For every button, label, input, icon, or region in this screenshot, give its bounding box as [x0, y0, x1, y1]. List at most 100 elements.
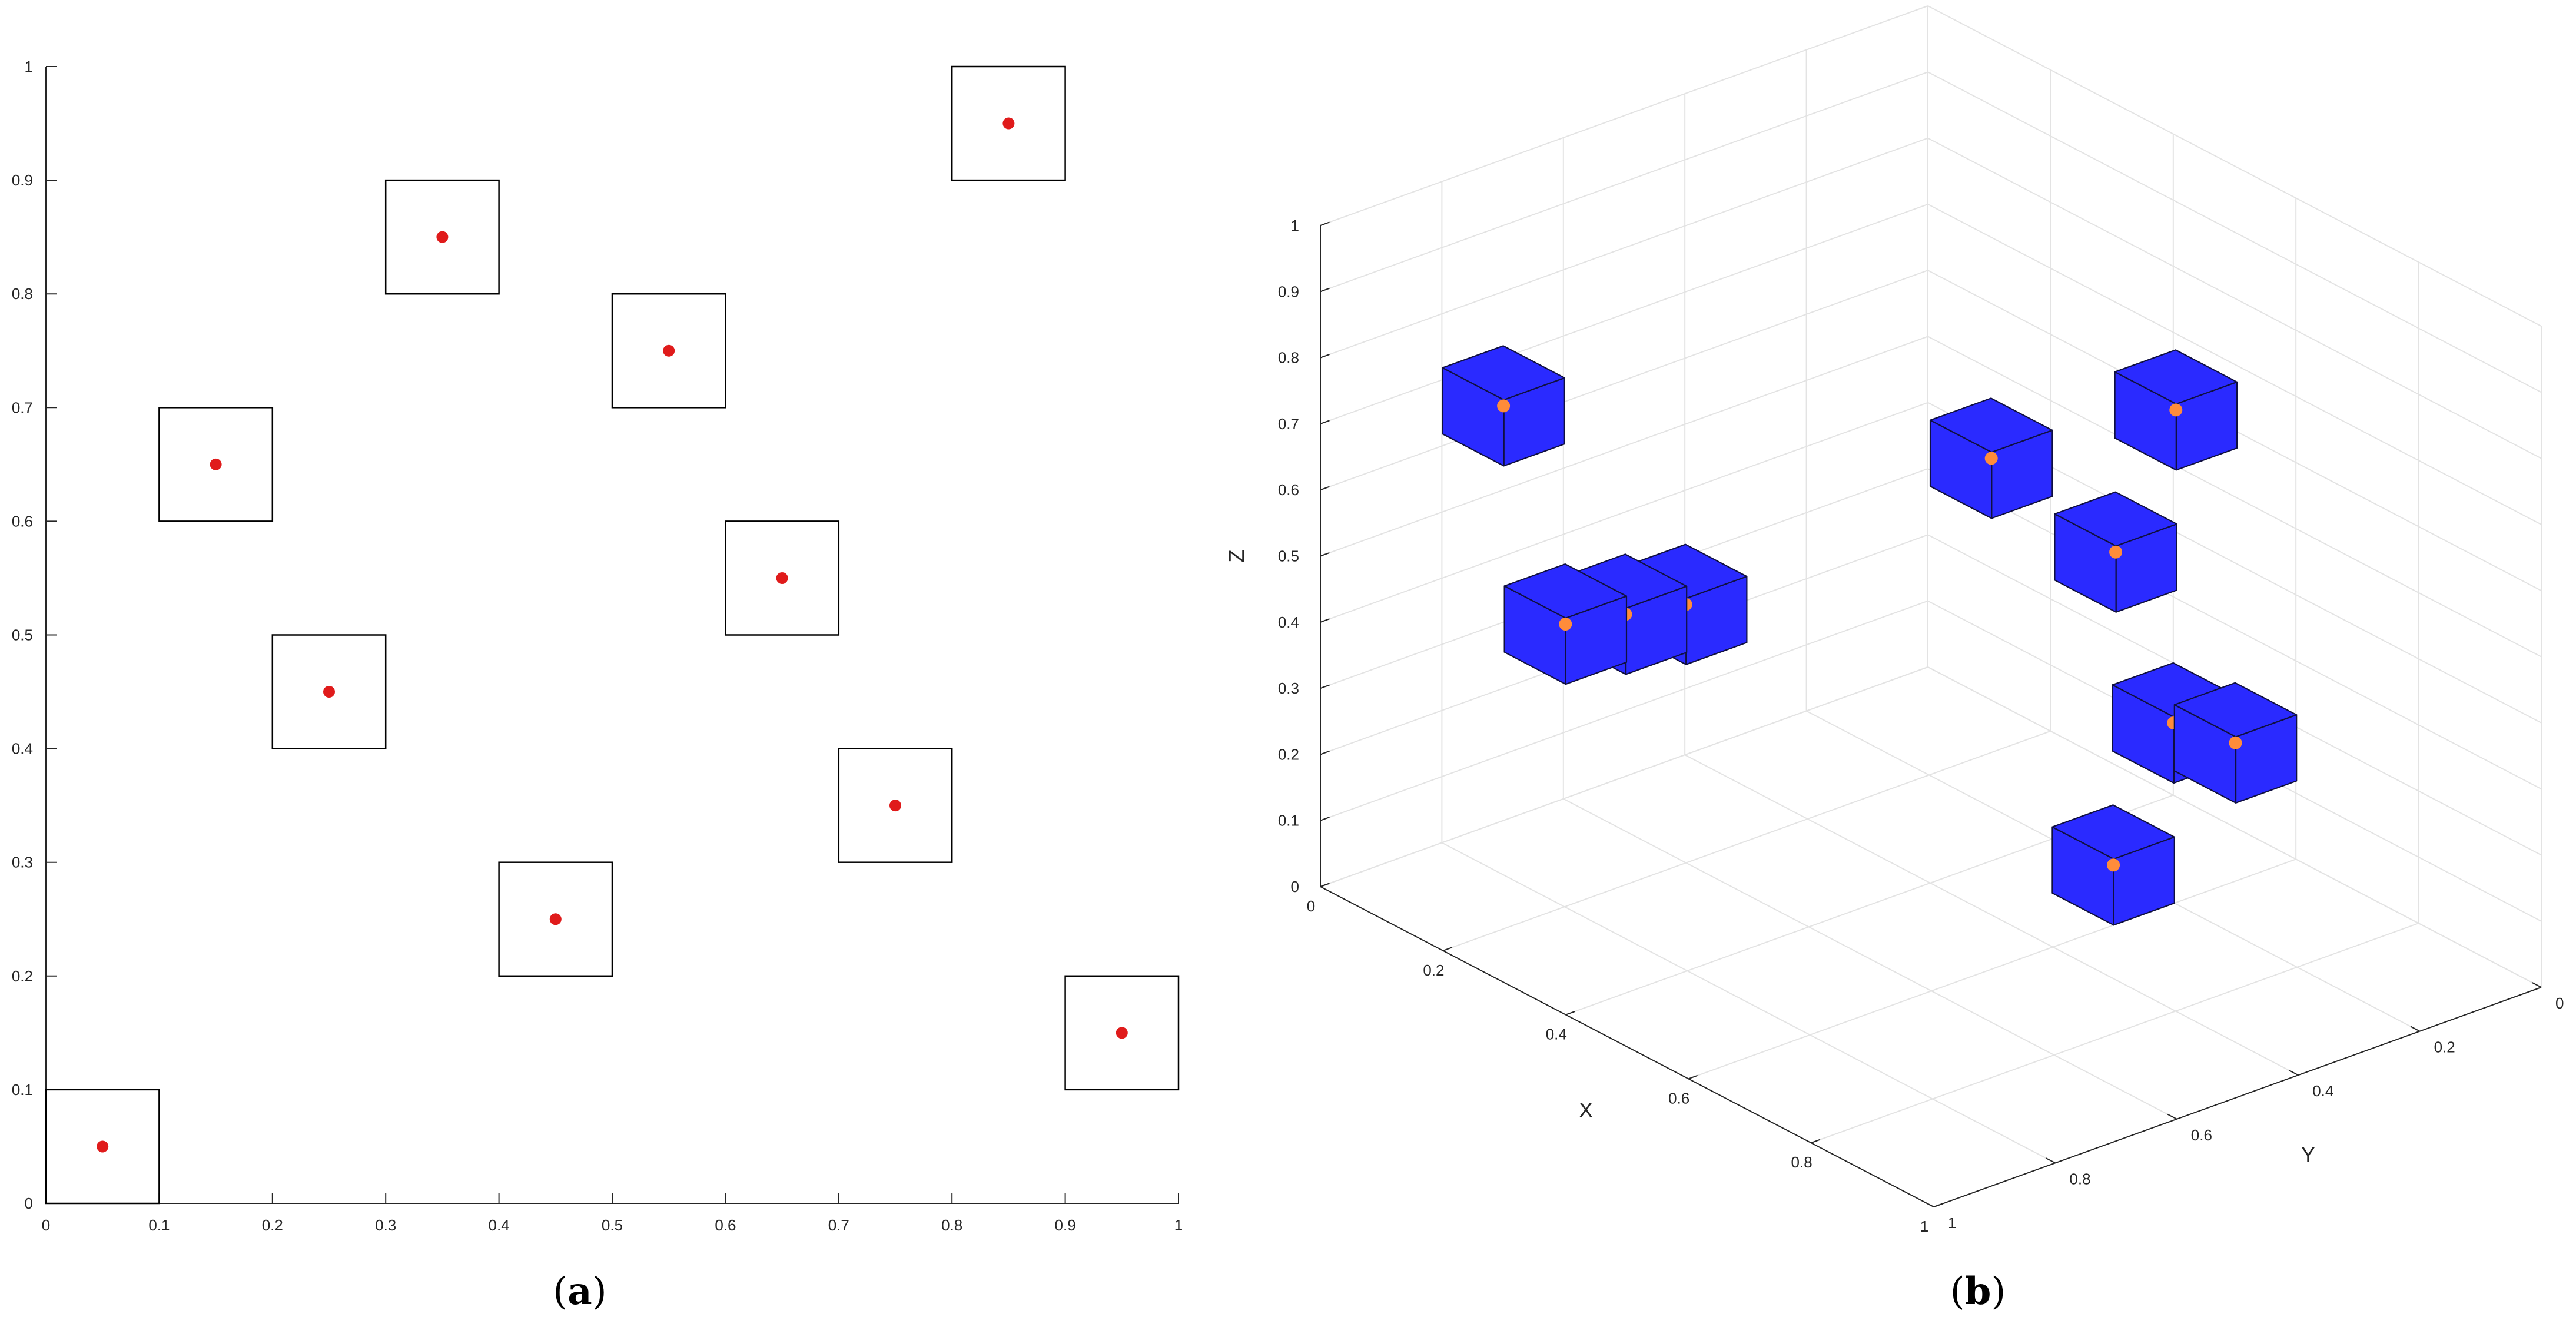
- x-axis-line: [1320, 886, 1934, 1207]
- panel-b-3d-scatter-plot: 0 0.2 0.4 0.6 0.8 1 0 0.2 0.4 0.6 0.8 1 0 0.1 0.2 0.3 0.…: [1224, 5, 2564, 1235]
- side-wall-grid-line: [1320, 402, 1928, 623]
- x-tick-label: 1: [1920, 1218, 1928, 1235]
- data-point: [1984, 452, 1998, 465]
- data-point: [2109, 545, 2123, 559]
- side-wall-grid-line: [1320, 71, 1928, 293]
- data-point: [323, 686, 335, 698]
- floor-grid-line: [1441, 842, 2056, 1164]
- data-cube: [2114, 349, 2238, 471]
- y-tick-label: 0.5: [12, 626, 33, 644]
- z-tick-label: 0.8: [1278, 349, 1299, 367]
- back-wall-grid-line: [1927, 71, 2542, 393]
- data-point: [210, 458, 222, 470]
- y-tick-label: 1: [1948, 1214, 1956, 1232]
- data-point: [549, 913, 562, 925]
- z-tick-label: 0.9: [1278, 283, 1299, 300]
- back-wall-grid-line: [1927, 468, 2542, 789]
- x-tick-label: 0.4: [1546, 1026, 1567, 1043]
- z-tick-label: 0.2: [1278, 745, 1299, 763]
- y-tick-label: 0.4: [12, 740, 33, 758]
- floor-grid-line: [1688, 858, 2296, 1080]
- floor-grid-line: [1320, 666, 1928, 887]
- z-tick-mark: [1320, 552, 1330, 557]
- z-tick-mark: [1320, 883, 1330, 887]
- data-point: [1559, 618, 1572, 631]
- cell-box: [838, 748, 953, 863]
- y-tick-label: 0.8: [12, 285, 33, 303]
- z-tick-label: 0.4: [1278, 613, 1299, 631]
- side-wall-grid-line: [1320, 336, 1928, 557]
- x-tick-label: 0.6: [715, 1216, 736, 1234]
- z-tick-mark: [1320, 287, 1330, 293]
- y-tick-mark: [2531, 981, 2542, 988]
- cell-box: [384, 179, 500, 295]
- x-tick-label: 0.2: [1423, 961, 1444, 979]
- x-tick-mark: [1811, 1139, 1821, 1144]
- x-tick-label: 0.6: [1668, 1089, 1689, 1107]
- z-tick-mark: [1320, 618, 1330, 623]
- cell-box: [45, 1089, 160, 1205]
- y-tick-label: 0.2: [12, 967, 33, 985]
- z-tick-label: 0.7: [1278, 415, 1299, 433]
- x-tick-label: 0.2: [262, 1216, 283, 1234]
- back-wall-grid-line: [1927, 336, 2542, 658]
- y-tick-label: 1: [25, 58, 33, 75]
- x-axis-label: X: [1579, 1098, 1593, 1122]
- z-tick-mark: [1320, 221, 1330, 226]
- data-point: [436, 231, 449, 243]
- data-cube: [1503, 563, 1628, 685]
- floor-grid-line: [1443, 730, 2051, 951]
- y-tick-label: 0.6: [2191, 1126, 2212, 1144]
- data-point: [2169, 403, 2183, 417]
- caption-a-letter: a: [567, 1269, 592, 1313]
- x-tick-label: 0.8: [1791, 1153, 1813, 1171]
- panel-a-scatter-plot: 0 0.1 0.2 0.3 0.4 0.5 0.6 0.7 0.8 0.9 1 0 0.1 0.2 0.3 0…: [12, 58, 1183, 1234]
- cell-box: [951, 65, 1066, 181]
- data-point: [1116, 1027, 1128, 1039]
- x-tick-mark: [1688, 1074, 1698, 1080]
- x-tick-label: 1: [1174, 1216, 1183, 1234]
- z-tick-mark: [1320, 486, 1330, 491]
- data-point: [1002, 117, 1015, 130]
- x-tick-label: 0.5: [602, 1216, 623, 1234]
- side-wall-grid-line: [1320, 203, 1928, 424]
- caption-b: (b): [1950, 1269, 2006, 1313]
- data-cube: [1929, 397, 2053, 519]
- cell-box: [158, 407, 274, 522]
- z-tick-mark: [1320, 817, 1330, 821]
- z-tick-label: 0.5: [1278, 548, 1299, 565]
- data-point: [889, 800, 901, 812]
- z-tick-label: 1: [1291, 217, 1299, 234]
- cell-box: [611, 293, 726, 409]
- data-cube: [2173, 682, 2298, 804]
- cell-box: [271, 634, 387, 749]
- z-tick-mark: [1320, 750, 1330, 755]
- data-point: [2229, 736, 2242, 749]
- y-tick-mark: [2289, 1070, 2299, 1076]
- side-wall-grid-line: [1320, 270, 1928, 491]
- floor-grid-line: [1927, 666, 2542, 988]
- floor-grid-line: [1811, 923, 2419, 1144]
- data-cube: [2051, 804, 2175, 926]
- cell-box: [725, 520, 840, 636]
- x-tick-label: 0.3: [375, 1216, 396, 1234]
- x-tick-label: 0.8: [941, 1216, 962, 1234]
- z-axis-label: Z: [1224, 550, 1249, 563]
- data-point: [1497, 399, 1511, 413]
- caption-a: (a): [553, 1269, 606, 1313]
- back-wall-grid-line: [1927, 137, 2542, 459]
- data-cube: [2054, 491, 2177, 613]
- data-point: [776, 572, 788, 584]
- z-tick-mark: [1320, 684, 1330, 689]
- y-tick-label: 0.6: [12, 512, 33, 530]
- data-cube: [1442, 345, 1565, 467]
- x-tick-mark: [1443, 947, 1453, 951]
- x-tick-label: 0: [42, 1216, 50, 1234]
- data-point: [2107, 858, 2120, 872]
- y-tick-label: 0: [25, 1195, 33, 1212]
- data-point: [97, 1140, 109, 1153]
- y-tick-label: 0.4: [2312, 1082, 2333, 1100]
- side-wall-grid-line: [1320, 137, 1928, 359]
- z-tick-mark: [1320, 420, 1330, 424]
